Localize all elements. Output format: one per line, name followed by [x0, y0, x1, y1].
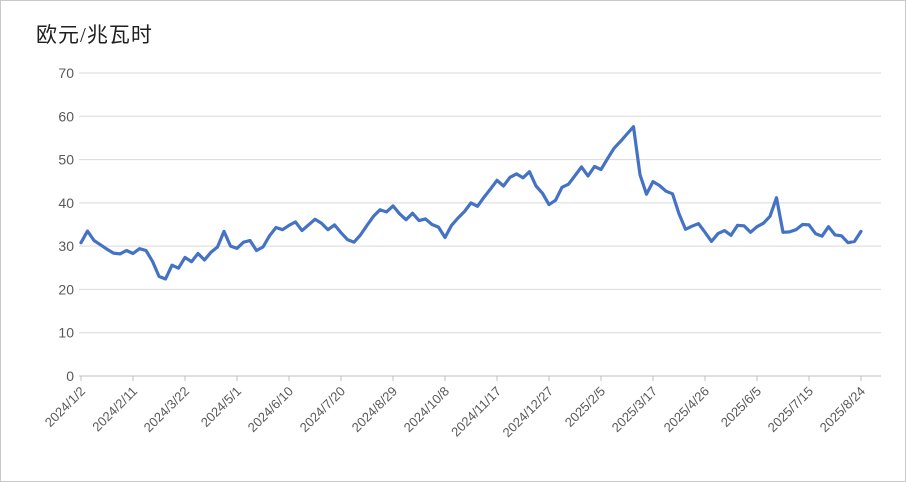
- y-tick-label: 50: [58, 152, 74, 168]
- x-tick-label: 2025/4/26: [661, 384, 713, 436]
- y-tick-label: 10: [58, 325, 74, 341]
- x-tick-label: 2025/6/5: [718, 384, 764, 430]
- x-tick-label: 2025/3/17: [609, 384, 661, 436]
- y-tick-label: 70: [58, 65, 74, 81]
- x-tick-label: 2024/8/29: [349, 384, 401, 436]
- x-tick-label: 2024/12/27: [499, 384, 556, 441]
- x-tick-label: 2024/11/17: [448, 384, 504, 440]
- x-tick-label: 2024/2/11: [89, 384, 140, 435]
- x-tick-label: 2024/5/1: [198, 384, 244, 430]
- price-series-line: [79, 125, 863, 281]
- x-tick-label: 2024/6/10: [245, 384, 297, 436]
- y-tick-label: 60: [58, 108, 74, 124]
- y-tick-label: 0: [66, 368, 74, 384]
- y-tick-label: 20: [58, 281, 74, 297]
- x-tick-label: 2025/2/5: [562, 384, 608, 430]
- chart-title: 欧元/兆瓦时: [36, 23, 153, 47]
- x-tick-label: 2024/3/22: [141, 384, 193, 436]
- x-tick-label: 2025/8/24: [817, 384, 869, 436]
- y-tick-label: 30: [58, 238, 74, 254]
- x-tick-label: 2024/1/2: [42, 384, 88, 430]
- y-tick-label: 40: [58, 195, 74, 211]
- x-tick-label: 2024/10/8: [401, 384, 453, 436]
- x-tick-label: 2024/7/20: [297, 384, 349, 436]
- x-tick-label: 2025/7/15: [765, 384, 817, 436]
